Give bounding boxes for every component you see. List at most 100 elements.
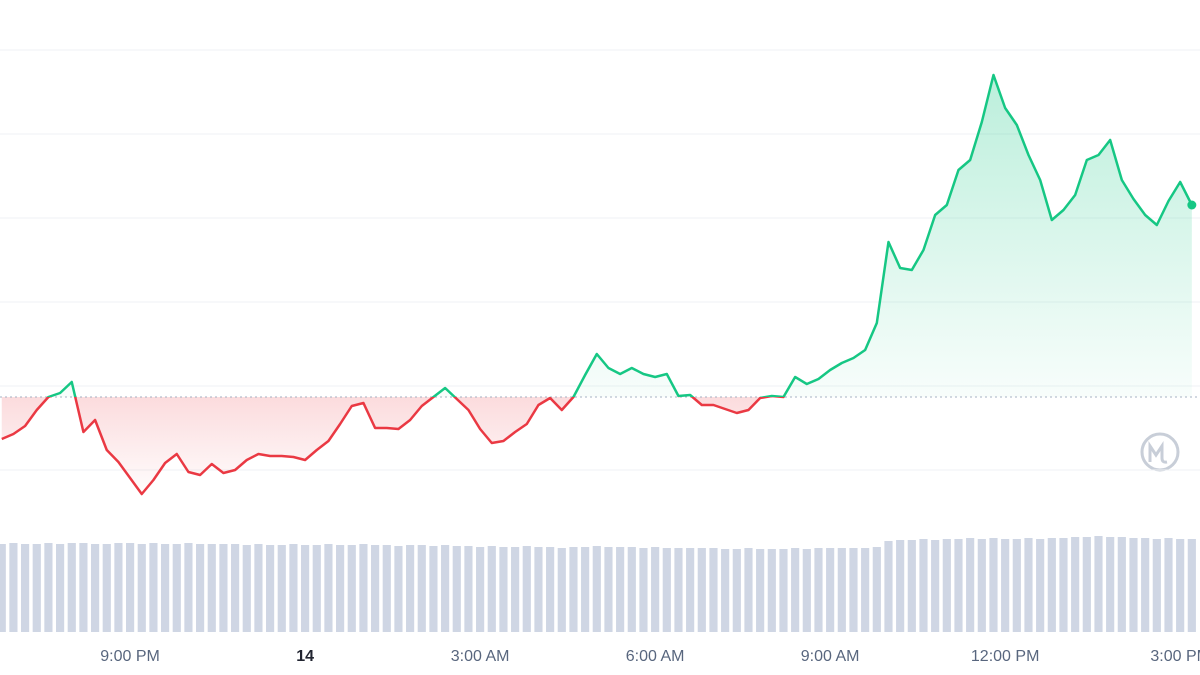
volume-bar	[56, 544, 65, 632]
x-tick-label: 3:00 AM	[451, 648, 510, 665]
volume-bar	[254, 544, 263, 632]
volume-bar	[639, 548, 648, 632]
volume-bar	[417, 545, 426, 632]
volume-bar	[534, 547, 543, 632]
x-tick-label: 14	[296, 648, 314, 665]
volume-bar	[91, 544, 100, 632]
volume-bar	[861, 548, 870, 632]
volume-bar	[312, 545, 321, 632]
volume-bar	[464, 546, 473, 632]
volume-bar	[44, 543, 53, 632]
volume-bar	[242, 545, 251, 632]
volume-bar	[522, 546, 531, 632]
volume-bar	[102, 544, 111, 632]
watermark	[1140, 432, 1180, 472]
volume-bar	[336, 545, 345, 632]
volume-bar	[67, 543, 76, 632]
volume-bar	[324, 544, 333, 632]
volume-bar	[277, 545, 286, 632]
volume-bar	[184, 543, 193, 632]
volume-bar	[1164, 538, 1173, 632]
volume-bar	[149, 543, 158, 632]
x-tick-label: 9:00 AM	[801, 648, 860, 665]
volume-bar	[1152, 539, 1161, 632]
x-tick-label: 12:00 PM	[971, 648, 1039, 665]
volume-bar	[172, 544, 181, 632]
volume-bar	[499, 547, 508, 632]
volume-bar	[1106, 537, 1115, 632]
volume-bar	[114, 543, 123, 632]
volume-bar	[1129, 538, 1138, 632]
volume-bar	[604, 547, 613, 632]
volume-bar	[406, 545, 415, 632]
volume-bar	[709, 548, 718, 632]
volume-bar	[721, 549, 730, 632]
volume-bar	[347, 545, 356, 632]
volume-bar	[441, 545, 450, 632]
volume-bar	[1117, 537, 1126, 632]
volume-bar	[1094, 536, 1103, 632]
x-tick-label: 6:00 AM	[626, 648, 685, 665]
volume-bar	[907, 540, 916, 632]
volume-bar	[1141, 538, 1150, 632]
volume-bar	[1047, 538, 1056, 632]
volume-bar	[137, 544, 146, 632]
volume-bar	[266, 545, 275, 632]
volume-bar	[849, 548, 858, 632]
volume-bar	[627, 547, 636, 632]
volume-bar	[557, 548, 566, 632]
volume-bar	[802, 549, 811, 632]
volume-bar	[452, 546, 461, 632]
volume-bar	[394, 546, 403, 632]
volume-bar	[21, 544, 30, 632]
volume-bar	[1012, 539, 1021, 632]
volume-bar	[791, 548, 800, 632]
volume-bar	[826, 548, 835, 632]
volume-bar	[697, 548, 706, 632]
volume-bar	[1001, 539, 1010, 632]
volume-bar	[674, 548, 683, 632]
volume-bar	[9, 543, 18, 632]
volume-bar	[756, 549, 765, 632]
volume-bar	[0, 544, 6, 632]
volume-bar	[546, 547, 555, 632]
volume-bar	[32, 544, 41, 632]
volume-bar	[219, 544, 228, 632]
volume-bar	[487, 546, 496, 632]
volume-bar	[744, 548, 753, 632]
volume-bar	[1082, 537, 1091, 632]
volume-bar	[207, 544, 216, 632]
volume-bar	[429, 546, 438, 632]
volume-bar	[196, 544, 205, 632]
volume-bar	[79, 543, 88, 632]
volume-bar	[779, 549, 788, 632]
volume-bar	[382, 545, 391, 632]
volume-bar	[977, 539, 986, 632]
volume-bar	[686, 548, 695, 632]
volume-bar	[767, 549, 776, 632]
volume-bar	[359, 544, 368, 632]
volume-bar	[371, 545, 380, 632]
volume-bar	[161, 544, 170, 632]
volume-bar	[1059, 538, 1068, 632]
volume-bar	[616, 547, 625, 632]
volume-bar	[837, 548, 846, 632]
x-tick-label: 9:00 PM	[100, 648, 160, 665]
volume-bar	[511, 547, 520, 632]
volume-bar	[126, 543, 135, 632]
volume-bar	[651, 547, 660, 632]
price-area	[1, 75, 1192, 494]
volume-bar	[231, 544, 240, 632]
x-tick-label: 3:00 PM	[1150, 648, 1200, 665]
volume-bar	[569, 547, 578, 632]
volume-bar	[872, 547, 881, 632]
last-point	[1187, 200, 1197, 210]
volume-bar	[476, 547, 485, 632]
volume-bar	[989, 538, 998, 632]
volume-bar	[931, 540, 940, 632]
volume-bar	[1036, 539, 1045, 632]
volume-bar	[942, 539, 951, 632]
volume-bar	[884, 541, 893, 632]
volume-bar	[732, 549, 741, 632]
